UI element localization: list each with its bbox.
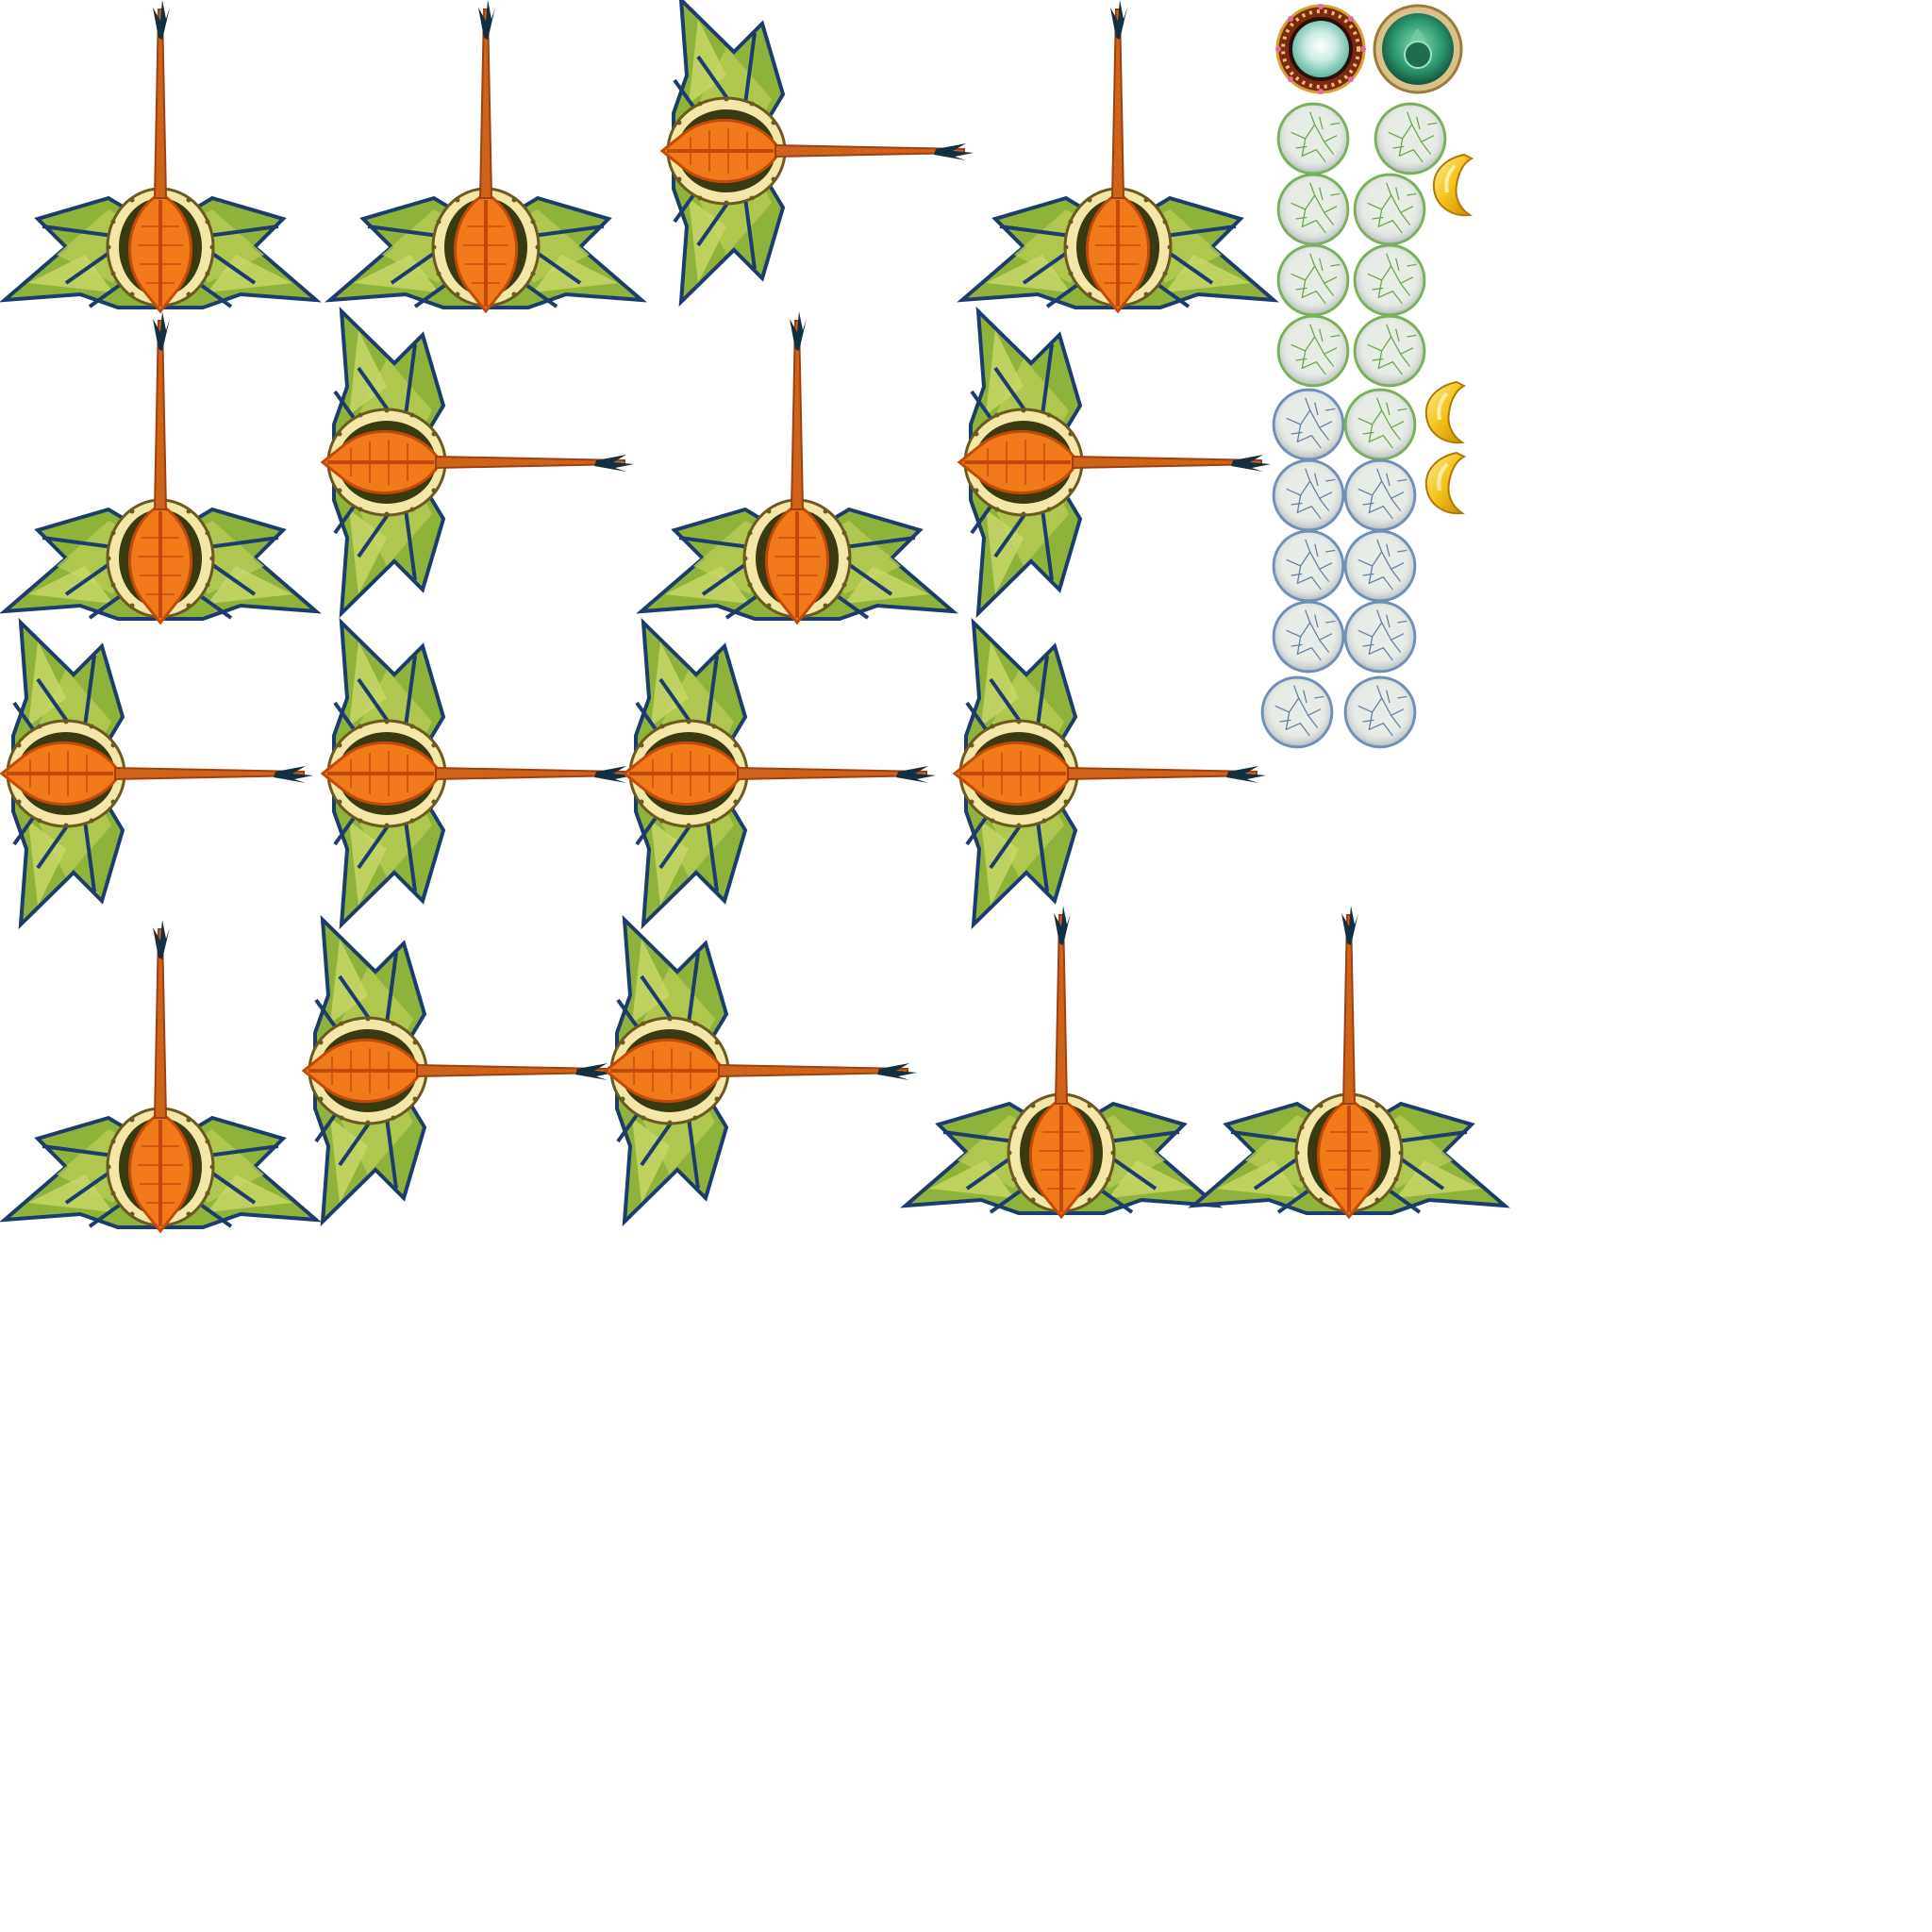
blue-orb-icon [1272, 600, 1345, 674]
creature-frame-15 [604, 918, 919, 1224]
blue-orb-icon [1272, 529, 1345, 603]
creature-frame-16 [904, 904, 1219, 1219]
ornate-jade-button-icon [1275, 4, 1366, 94]
gold-ingot-icon [1424, 380, 1467, 444]
creature-frame-8 [958, 309, 1273, 615]
creature-frame-13 [3, 918, 318, 1233]
blue-orb-icon [1343, 600, 1417, 674]
blue-orb-icon [1343, 675, 1417, 749]
blue-orb-icon [1343, 458, 1417, 532]
creature-frame-7 [640, 309, 955, 625]
green-orb-icon [1353, 173, 1426, 246]
creature-frame-10 [321, 621, 636, 926]
blue-orb-icon [1272, 388, 1345, 461]
creature-frame-5 [3, 309, 318, 625]
creature-frame-1 [3, 0, 318, 313]
green-orb-icon [1276, 173, 1350, 246]
green-orb-icon [1276, 314, 1350, 388]
green-orb-icon [1276, 243, 1350, 317]
creature-frame-12 [953, 621, 1268, 926]
creature-frame-4 [960, 0, 1275, 313]
blue-orb-icon [1272, 458, 1345, 532]
green-orb-icon [1276, 102, 1350, 175]
creature-frame-3 [660, 0, 975, 304]
creature-frame-17 [1191, 904, 1507, 1219]
creature-frame-6 [321, 309, 636, 615]
green-orb-icon [1343, 388, 1417, 461]
gold-ingot-icon [1424, 451, 1467, 515]
green-orb-icon [1353, 243, 1426, 317]
blue-orb-icon [1343, 529, 1417, 603]
green-orb-icon [1374, 102, 1447, 175]
blue-orb-icon [1260, 675, 1334, 749]
creature-frame-11 [623, 621, 938, 926]
creature-frame-9 [0, 621, 315, 926]
green-orb-icon [1353, 314, 1426, 388]
gold-ingot-icon [1432, 153, 1474, 217]
green-lotus-button-icon [1373, 4, 1463, 94]
creature-frame-14 [302, 918, 617, 1224]
creature-frame-2 [328, 0, 643, 313]
